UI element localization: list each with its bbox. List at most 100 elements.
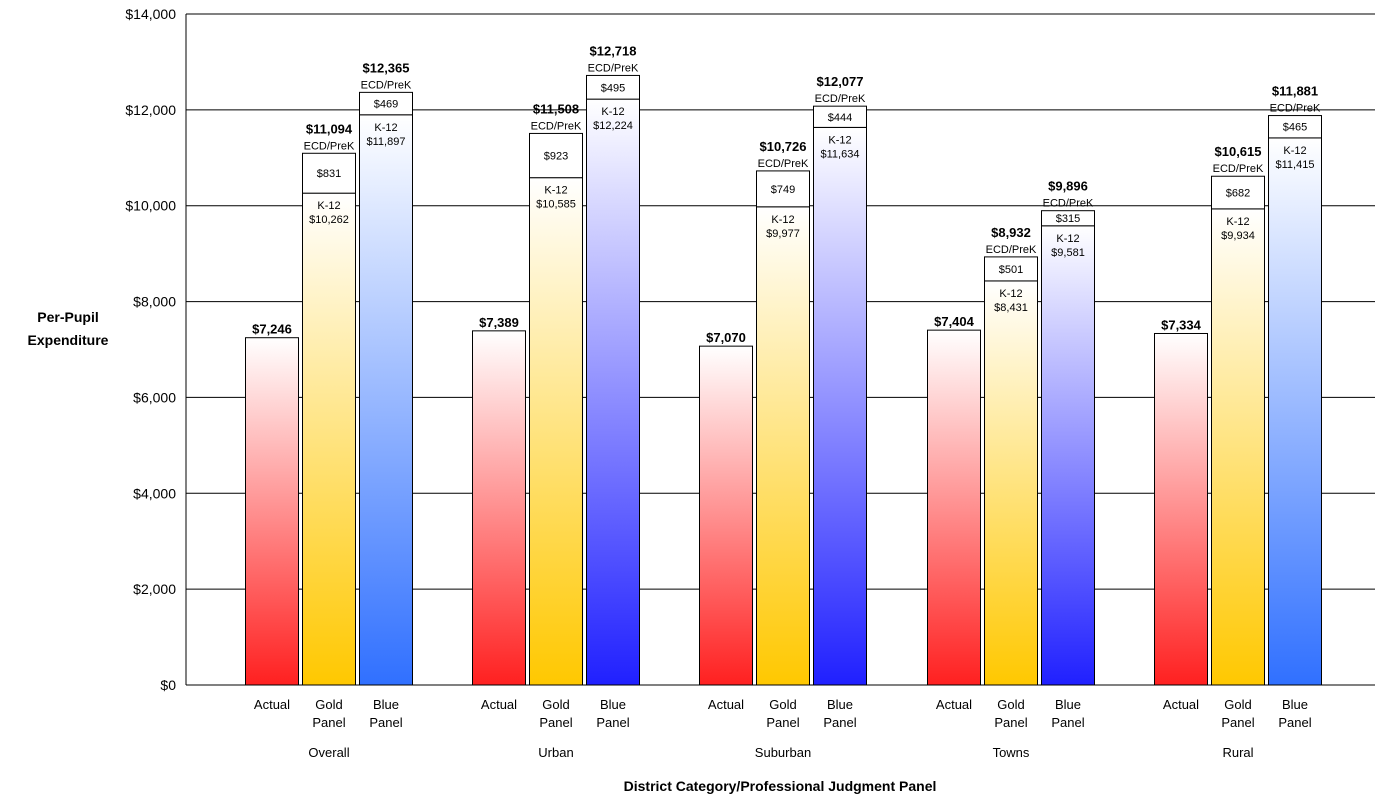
x-tick-label: Gold	[315, 697, 342, 712]
segment-label-k12: K-12	[374, 122, 397, 134]
x-tick-label: Actual	[708, 697, 744, 712]
segment-label-ecd: ECD/PreK	[815, 93, 866, 105]
y-axis-ticks: $0 $2,000 $4,000 $6,000 $8,000 $10,000 $12,000…	[125, 6, 176, 693]
x-tick-label: Actual	[254, 697, 290, 712]
y-tick-label: $8,000	[133, 294, 176, 310]
segment-label-k12: K-12	[771, 214, 794, 226]
bar-segment-ecd	[984, 256, 1038, 282]
bar-segment-ecd	[1211, 175, 1265, 210]
x-tick-label: Panel	[1221, 715, 1254, 730]
bar-total-label: $11,094	[306, 121, 353, 136]
bar-total-label: $12,077	[817, 74, 864, 89]
x-tick-label: Blue	[600, 697, 626, 712]
segment-label-ecd: ECD/PreK	[986, 244, 1037, 256]
segment-value-k12: $12,224	[593, 120, 633, 132]
bar-total-label: $7,070	[706, 330, 746, 345]
segment-value-k12: $8,431	[994, 302, 1028, 314]
bar-total-label: $7,246	[252, 322, 292, 337]
segment-label-k12: K-12	[544, 185, 567, 197]
group-label-rural: Rural	[1222, 745, 1253, 760]
x-axis-title: District Category/Professional Judgment …	[624, 778, 937, 794]
segment-label-ecd: ECD/PreK	[304, 140, 355, 152]
group-label-overall: Overall	[308, 745, 349, 760]
segment-label-ecd: ECD/PreK	[588, 62, 639, 74]
bar-actual	[699, 345, 753, 686]
segment-label-k12: K-12	[317, 200, 340, 212]
x-tick-label: Panel	[539, 715, 572, 730]
segment-label-k12: K-12	[1283, 145, 1306, 157]
y-axis-title-line-1: Per-Pupil	[37, 309, 98, 325]
x-tick-label: Panel	[369, 715, 402, 730]
x-tick-label: Gold	[769, 697, 796, 712]
x-tick-label: Blue	[827, 697, 853, 712]
bar-segment-ecd	[1268, 115, 1322, 139]
segment-label-k12: K-12	[828, 134, 851, 146]
bar-actual	[1154, 332, 1208, 686]
segment-label-ecd: ECD/PreK	[531, 120, 582, 132]
bar-segment-ecd	[1041, 210, 1095, 227]
y-tick-label: $10,000	[125, 198, 176, 214]
bar-blue-alt	[1268, 137, 1322, 686]
y-axis-title-line-2: Expenditure	[28, 332, 109, 348]
x-axis-labels: Actual Gold Panel Blue Panel Overall Actual Gol…	[254, 697, 1312, 760]
segment-label-k12: K-12	[601, 106, 624, 118]
segment-label-ecd: ECD/PreK	[361, 79, 412, 91]
y-tick-label: $2,000	[133, 581, 176, 597]
x-tick-label: Panel	[823, 715, 856, 730]
x-tick-label: Actual	[1163, 697, 1199, 712]
bar-blue-alt	[359, 114, 413, 686]
segment-value-ecd: $923	[544, 151, 568, 163]
x-tick-label: Panel	[1051, 715, 1084, 730]
bar-total-label: $9,896	[1048, 179, 1088, 194]
bar-segment-ecd	[359, 91, 413, 116]
bar-total-label: $11,508	[533, 101, 579, 116]
bar-segment-ecd	[529, 132, 583, 179]
x-tick-label: Actual	[481, 697, 517, 712]
group-label-suburban: Suburban	[755, 745, 811, 760]
bar-total-label: $7,334	[1161, 317, 1202, 332]
bar-total-label: $7,389	[479, 315, 519, 330]
bar-segment-ecd	[302, 152, 356, 194]
x-tick-label: Gold	[542, 697, 569, 712]
x-tick-label: Panel	[312, 715, 345, 730]
segment-value-ecd: $831	[317, 168, 341, 180]
segment-label-k12: K-12	[1056, 233, 1079, 245]
segment-value-ecd: $749	[771, 184, 795, 196]
bar-blue	[1041, 225, 1095, 686]
bars: $7,246 K-12 $10,262 $831 ECD/PreK $11,094 K-12…	[245, 43, 1322, 686]
bar-total-label: $10,726	[760, 139, 807, 154]
bar-actual	[927, 329, 981, 686]
bar-actual	[472, 330, 526, 686]
x-tick-label: Blue	[373, 697, 399, 712]
x-tick-label: Panel	[994, 715, 1027, 730]
y-tick-label: $14,000	[125, 6, 176, 22]
segment-value-ecd: $501	[999, 264, 1023, 276]
bar-gold	[984, 280, 1038, 686]
x-tick-label: Actual	[936, 697, 972, 712]
bar-blue	[813, 126, 867, 686]
segment-value-k12: $11,897	[367, 136, 406, 148]
segment-value-ecd: $495	[601, 82, 625, 94]
bar-segment-ecd	[586, 74, 640, 100]
bar-actual	[245, 337, 299, 686]
group-label-urban: Urban	[538, 745, 573, 760]
y-tick-label: $12,000	[125, 102, 176, 118]
y-tick-label: $6,000	[133, 389, 176, 405]
x-tick-label: Gold	[997, 697, 1024, 712]
segment-value-ecd: $469	[374, 99, 398, 111]
segment-label-k12: K-12	[1226, 216, 1249, 228]
segment-label-ecd: ECD/PreK	[1270, 103, 1321, 115]
segment-value-k12: $10,585	[536, 199, 576, 211]
bar-total-label: $11,881	[1272, 84, 1318, 99]
x-tick-label: Gold	[1224, 697, 1251, 712]
bar-gold	[756, 206, 810, 686]
bar-gold	[1211, 208, 1265, 686]
segment-value-k12: $9,581	[1051, 247, 1085, 259]
x-tick-label: Panel	[766, 715, 799, 730]
bar-gold	[529, 177, 583, 686]
segment-label-ecd: ECD/PreK	[1213, 163, 1264, 175]
segment-value-ecd: $315	[1056, 213, 1080, 225]
x-tick-label: Blue	[1282, 697, 1308, 712]
